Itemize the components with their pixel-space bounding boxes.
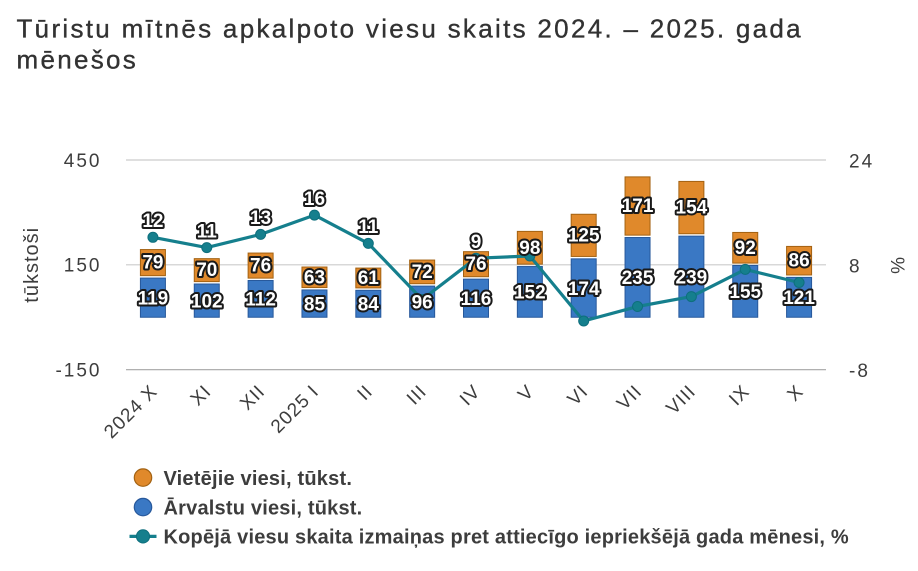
- svg-text:92: 92: [735, 238, 756, 259]
- svg-text:84: 84: [358, 295, 380, 316]
- svg-text:Kopējā viesu skaita izmaiņas p: Kopējā viesu skaita izmaiņas pret attiec…: [164, 527, 849, 549]
- svg-text:13: 13: [250, 208, 271, 229]
- svg-text:85: 85: [304, 294, 326, 315]
- svg-text:61: 61: [358, 268, 380, 289]
- svg-text:Tūristu mītnēs apkalpoto viesu: Tūristu mītnēs apkalpoto viesu skaits 20…: [17, 14, 803, 44]
- svg-text:98: 98: [519, 238, 540, 259]
- svg-text:86: 86: [789, 251, 810, 272]
- svg-text:72: 72: [412, 262, 433, 283]
- svg-text:%: %: [889, 257, 910, 274]
- svg-text:16: 16: [304, 189, 325, 210]
- svg-text:116: 116: [461, 289, 492, 310]
- svg-text:174: 174: [568, 279, 600, 300]
- svg-text:-150: -150: [55, 361, 101, 382]
- svg-text:76: 76: [250, 256, 271, 277]
- svg-text:63: 63: [304, 267, 325, 288]
- svg-text:24: 24: [849, 152, 874, 173]
- svg-text:150: 150: [64, 256, 102, 277]
- svg-text:9: 9: [471, 232, 482, 253]
- svg-text:12: 12: [142, 211, 163, 232]
- svg-text:-8: -8: [849, 361, 870, 382]
- svg-text:154: 154: [676, 198, 708, 219]
- svg-text:Ārvalstu viesi, tūkst.: Ārvalstu viesi, tūkst.: [164, 497, 363, 519]
- svg-text:121: 121: [783, 288, 815, 309]
- svg-text:mēnešos: mēnešos: [17, 45, 139, 75]
- svg-text:171: 171: [622, 196, 654, 217]
- svg-text:102: 102: [191, 291, 223, 312]
- svg-text:235: 235: [622, 268, 654, 289]
- svg-text:450: 450: [64, 151, 102, 172]
- svg-text:152: 152: [514, 283, 546, 304]
- svg-text:239: 239: [676, 267, 708, 288]
- svg-text:8: 8: [849, 256, 862, 277]
- svg-text:70: 70: [196, 260, 217, 281]
- svg-text:119: 119: [138, 288, 169, 309]
- svg-text:Vietējie viesi, tūkst.: Vietējie viesi, tūkst.: [164, 468, 353, 490]
- svg-text:96: 96: [412, 292, 433, 313]
- svg-text:155: 155: [729, 282, 761, 303]
- svg-text:11: 11: [358, 217, 379, 238]
- svg-text:112: 112: [245, 290, 276, 311]
- svg-text:tūkstoši: tūkstoši: [21, 227, 43, 303]
- svg-text:11: 11: [197, 221, 218, 242]
- svg-text:125: 125: [568, 225, 600, 246]
- svg-text:79: 79: [142, 253, 163, 274]
- svg-text:76: 76: [465, 254, 486, 275]
